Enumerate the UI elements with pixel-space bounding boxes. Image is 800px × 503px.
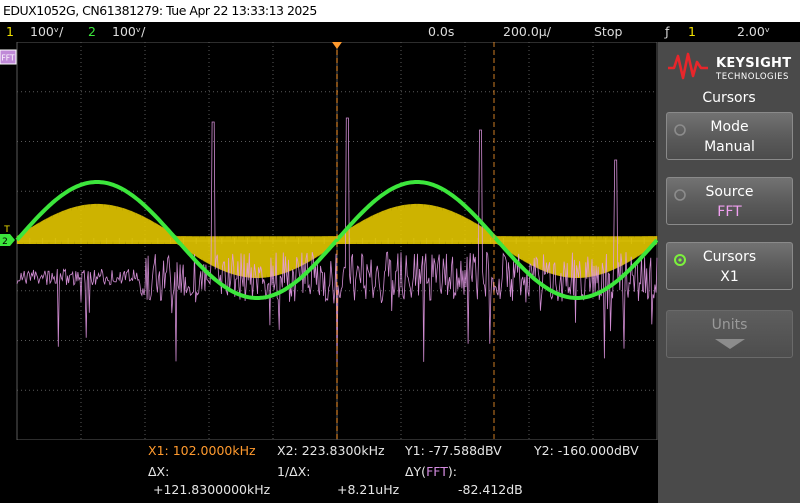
ch2-marker-label: 2 xyxy=(2,237,8,247)
trigger-level-marker: T xyxy=(3,225,10,235)
source-softkey-value: FFT xyxy=(717,204,742,220)
ch1-scale[interactable]: 100ᵛ/ xyxy=(30,24,64,39)
mode-softkey-label: Mode xyxy=(710,119,749,135)
mode-softkey[interactable]: Mode Manual xyxy=(666,112,793,160)
softkey-panel: KEYSIGHT TECHNOLOGIES Cursors Mode Manua… xyxy=(658,42,800,503)
keysight-wave-icon xyxy=(668,52,708,80)
title-bar: EDUX1052G, CN61381279: Tue Apr 22 13:33:… xyxy=(0,0,800,22)
trigger-position-marker xyxy=(332,42,342,49)
delta-y-value: -82.412dB xyxy=(458,482,523,497)
status-bar: 1 100ᵛ/ 2 100ᵛ/ 0.0s 200.0µ/ Stop ƒ 1 2.… xyxy=(0,22,800,42)
brand-subtitle: TECHNOLOGIES xyxy=(716,72,789,82)
waveform-svg: FFT 2 T xyxy=(0,41,659,441)
delta-x-label: ΔX: xyxy=(148,464,170,479)
x1-readout: X1: 102.0000kHz xyxy=(148,443,256,458)
entry-knob-icon xyxy=(674,254,686,266)
instrument-title: EDUX1052G, CN61381279: Tue Apr 22 13:33:… xyxy=(3,3,317,18)
keysight-logo: KEYSIGHT TECHNOLOGIES xyxy=(666,48,796,84)
waveform-display[interactable]: FFT 2 T xyxy=(0,41,659,441)
inverse-delta-x-label: 1/ΔX: xyxy=(277,464,311,479)
menu-title: Cursors xyxy=(702,90,756,106)
fft-marker-label: FFT xyxy=(1,54,14,63)
cursors-softkey-label: Cursors xyxy=(702,249,757,265)
brand-name: KEYSIGHT xyxy=(716,56,792,71)
x2-readout: X2: 223.8300kHz xyxy=(277,443,385,458)
mode-softkey-value: Manual xyxy=(704,139,755,155)
delta-y-label: ΔY(FFT): xyxy=(405,464,457,479)
units-softkey[interactable]: Units xyxy=(666,310,793,358)
knob-icon xyxy=(674,124,686,136)
ch2-ground-marker xyxy=(0,234,15,246)
ch2-number[interactable]: 2 xyxy=(88,24,96,39)
run-state[interactable]: Stop xyxy=(594,24,623,39)
ch2-scale[interactable]: 100ᵛ/ xyxy=(112,24,146,39)
source-softkey[interactable]: Source FFT xyxy=(666,177,793,225)
delta-x-value: +121.8300000kHz xyxy=(153,482,271,497)
units-softkey-label: Units xyxy=(711,317,748,333)
ch1-number[interactable]: 1 xyxy=(6,24,14,39)
source-softkey-label: Source xyxy=(705,184,754,200)
cursors-softkey-value: X1 xyxy=(720,269,739,285)
ch2-trace xyxy=(15,180,659,300)
knob-icon xyxy=(674,189,686,201)
y1-readout: Y1: -77.588dBV xyxy=(405,443,502,458)
trigger-level[interactable]: 2.00ᵛ xyxy=(737,24,771,39)
trigger-edge-icon: ƒ xyxy=(665,24,670,39)
fft-marker-box xyxy=(0,49,17,65)
time-scale[interactable]: 200.0µ/ xyxy=(503,24,551,39)
inverse-delta-x-value: +8.21uHz xyxy=(337,482,400,497)
cursors-softkey[interactable]: Cursors X1 xyxy=(666,242,793,290)
arrow-down-icon xyxy=(715,339,745,349)
time-delay[interactable]: 0.0s xyxy=(428,24,455,39)
trigger-channel[interactable]: 1 xyxy=(688,24,696,39)
y2-readout: Y2: -160.000dBV xyxy=(534,443,639,458)
cursor-readout: X1: 102.0000kHz X2: 223.8300kHz Y1: -77.… xyxy=(0,440,658,503)
